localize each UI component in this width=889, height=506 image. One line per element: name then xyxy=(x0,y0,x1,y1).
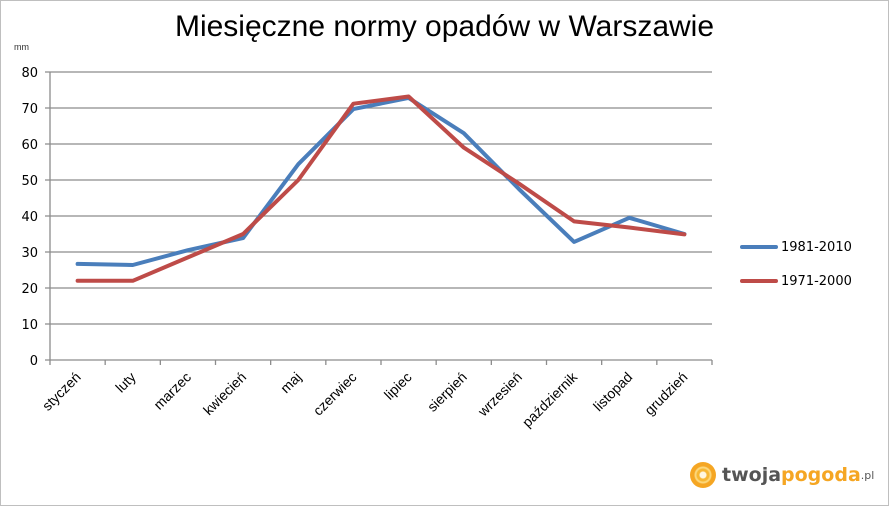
y-tick-label: 80 xyxy=(21,66,38,81)
x-tick-label: luty xyxy=(112,369,139,396)
data-series xyxy=(75,94,687,283)
legend-label: 1981-2010 xyxy=(781,239,852,255)
y-tick-label: 40 xyxy=(21,210,38,225)
y-tick-label: 50 xyxy=(21,174,38,189)
x-tick-label: grudzień xyxy=(641,369,690,418)
y-tick-label: 0 xyxy=(30,354,38,369)
gridlines xyxy=(45,71,712,361)
x-axis: styczeń luty marzec kwiecień maj czerwiec lipi… xyxy=(39,360,713,430)
series-line-1971-2000 xyxy=(75,94,687,283)
legend-swatch-blue xyxy=(740,245,778,249)
x-tick-label: czerwiec xyxy=(310,369,360,419)
x-tick-label: marzec xyxy=(150,369,194,413)
sun-icon xyxy=(690,462,716,488)
x-tick-label: maj xyxy=(277,369,304,396)
x-tick-label: sierpień xyxy=(424,369,470,415)
legend: 1981-2010 1971-2000 xyxy=(740,230,852,298)
legend-item-1981-2010: 1981-2010 xyxy=(740,230,852,264)
y-tick-label: 10 xyxy=(21,318,38,333)
y-tick-label: 20 xyxy=(21,282,38,297)
x-tick-label: listopad xyxy=(590,369,635,414)
y-tick-label: 30 xyxy=(21,246,38,261)
logo-text-pogoda: pogoda xyxy=(781,464,861,486)
y-tick-label: 70 xyxy=(21,102,38,117)
x-tick-label: wrzesień xyxy=(474,369,525,420)
legend-item-1971-2000: 1971-2000 xyxy=(740,264,852,298)
legend-label: 1971-2000 xyxy=(781,273,852,289)
x-tick-label: styczeń xyxy=(39,369,84,414)
logo-text-pl: .pl xyxy=(860,468,875,482)
chart-title: Miesięczne normy opadów w Warszawie xyxy=(174,10,715,43)
twojapogoda-logo: twoja pogoda .pl xyxy=(690,462,874,488)
x-tick-label: kwiecień xyxy=(200,369,249,418)
x-tick-label: październik xyxy=(519,368,581,430)
series-line-1981-2010 xyxy=(75,95,687,267)
y-axis-ticks: 0 10 20 30 40 50 60 70 80 xyxy=(21,66,38,369)
x-tick-label: lipiec xyxy=(381,369,415,403)
logo-text-twoja: twoja xyxy=(722,464,782,486)
y-axis-unit-label: mm xyxy=(14,42,29,52)
y-tick-label: 60 xyxy=(21,138,38,153)
legend-swatch-red xyxy=(740,279,778,283)
